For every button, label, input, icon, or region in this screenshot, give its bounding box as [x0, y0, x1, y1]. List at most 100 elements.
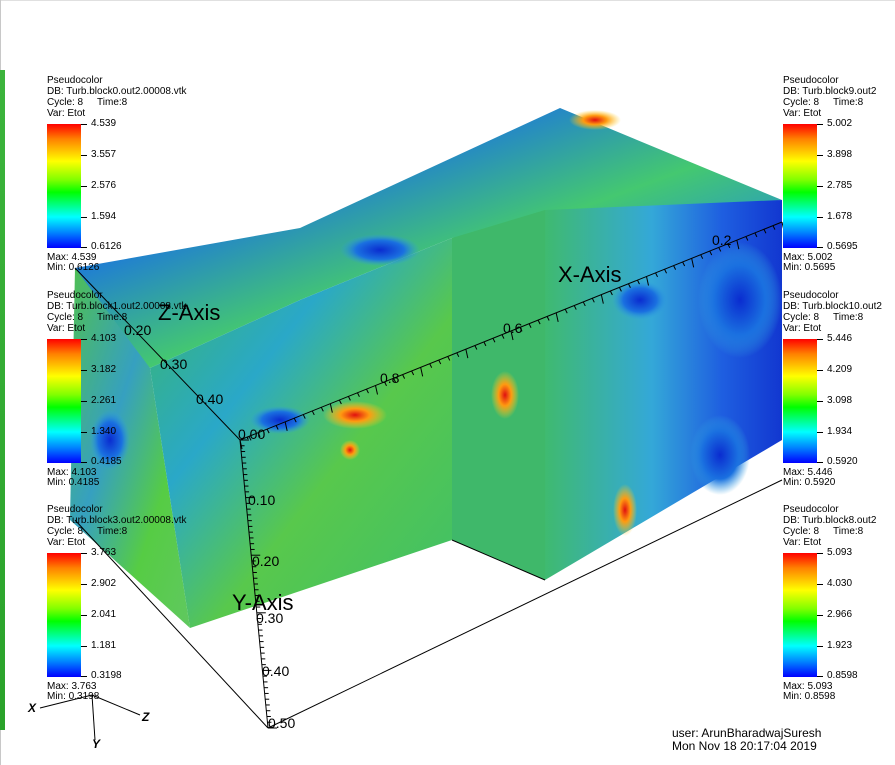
legend-cycle-time: Cycle: 8 Time:8	[783, 312, 895, 323]
y-tick-label: 0.20	[252, 553, 280, 569]
x-axis-tick	[591, 298, 595, 303]
colorbar-tick	[81, 676, 87, 677]
legend-var: Var: Etot	[783, 323, 822, 334]
legend-db: DB: Turb.block10.out2	[783, 301, 882, 312]
legend-var: Var: Etot	[47, 108, 86, 119]
legend-min: Min: 0.4185	[47, 477, 100, 488]
colorbar	[783, 124, 817, 248]
coldspot	[698, 242, 782, 358]
x-axis-tick	[329, 403, 333, 413]
x-axis-tick	[582, 301, 586, 307]
user-name: user: ArunBharadwajSuresh	[672, 726, 822, 740]
coldspot	[90, 410, 130, 470]
legend-time: Time:8	[97, 97, 128, 108]
x-axis-tick	[492, 338, 496, 343]
coldspot	[340, 234, 420, 266]
y-axis-title: Y-Axis	[232, 590, 294, 615]
x-axis-tick	[691, 258, 695, 268]
colorbar-legend-block1: Pseudocolor DB: Turb.block1.out2.00008.v…	[47, 290, 217, 490]
legend-max: Max: 5.446	[783, 467, 833, 478]
x-axis-tick	[465, 349, 469, 359]
colorbar-tick	[817, 186, 823, 187]
colorbar-tick	[817, 462, 823, 463]
colorbar-tick-label: 1.181	[91, 640, 117, 651]
colorbar-legend-block0: Pseudocolor DB: Turb.block0.out2.00008.v…	[47, 75, 217, 275]
x-axis-tick	[736, 240, 740, 250]
colorbar-tick-label: 5.002	[827, 118, 853, 129]
x-axis-tick	[664, 269, 668, 274]
user-info: user: ArunBharadwajSuresh Mon Nov 18 20:…	[672, 727, 821, 753]
colorbar-tick	[81, 553, 87, 554]
legend-var: Var: Etot	[47, 323, 86, 334]
colorbar	[47, 124, 81, 248]
hotspot	[613, 484, 637, 536]
legend-cycle: Cycle: 8	[47, 97, 84, 108]
x-axis-tick	[627, 283, 631, 288]
legend-max: Max: 4.103	[47, 467, 97, 478]
colorbar-tick-label: 1.678	[827, 211, 853, 222]
legend-var: Var: Etot	[47, 537, 86, 548]
legend-title: Pseudocolor	[783, 504, 839, 515]
legend-cycle-time: Cycle: 8 Time:8	[47, 312, 217, 323]
colorbar-tick	[817, 339, 823, 340]
x-axis-tick	[456, 352, 460, 358]
x-axis-tick	[347, 396, 351, 401]
x-axis-tick	[682, 261, 686, 267]
colorbar-tick	[81, 247, 87, 248]
colorbar	[47, 339, 81, 463]
colorbar-tick-label: 2.261	[91, 395, 117, 406]
x-axis-tick	[438, 359, 442, 365]
x-axis-tick	[537, 319, 541, 325]
colorbar-tick-label: 2.902	[91, 578, 117, 589]
legend-time: Time:8	[833, 97, 864, 108]
colorbar-tick	[817, 432, 823, 433]
colorbar-tick	[817, 584, 823, 585]
colorbar-tick-label: 1.594	[91, 211, 117, 222]
x-axis-tick	[284, 421, 288, 431]
colorbar	[47, 553, 81, 677]
hotspot	[569, 110, 621, 130]
legend-title: Pseudocolor	[47, 75, 103, 86]
x-axis-tick	[474, 345, 478, 350]
x-axis-tick	[402, 374, 406, 379]
colorbar-tick-label: 1.934	[827, 426, 853, 437]
hotspot	[323, 401, 387, 429]
x-axis-tick	[320, 407, 324, 412]
colorbar-legend-block8: Pseudocolor DB: Turb.block8.out2 Cycle: …	[783, 504, 895, 704]
x-axis-tick	[673, 265, 677, 270]
x-axis-tick	[411, 370, 415, 376]
colorbar-tick	[817, 247, 823, 248]
legend-db: DB: Turb.block3.out2.00008.vtk	[47, 515, 187, 526]
colorbar-tick-label: 4.209	[827, 364, 853, 375]
x-axis-tick	[772, 225, 776, 230]
window-top-border	[0, 0, 895, 1]
x-axis-tick	[483, 341, 487, 347]
x-axis-tick	[266, 428, 270, 434]
colorbar-tick-label: 2.785	[827, 180, 853, 191]
colorbar-tick-label: 5.446	[827, 333, 853, 344]
hotspot	[491, 371, 519, 419]
x-tick-label: 0.8	[380, 370, 400, 386]
z-axis-title: Z-Axis	[158, 300, 221, 325]
x-axis-ticks	[239, 221, 785, 450]
x-axis-tick	[239, 439, 243, 450]
colorbar-tick-label: 1.340	[91, 426, 117, 437]
x-axis-tick	[519, 327, 523, 332]
colorbar	[783, 339, 817, 463]
legend-min: Min: 0.8598	[783, 691, 836, 702]
legend-max: Max: 5.093	[783, 681, 833, 692]
z-tick-label: 0.20	[124, 322, 152, 338]
x-axis-tick	[293, 417, 297, 423]
coldspot	[250, 406, 310, 434]
x-axis-tick	[528, 323, 532, 328]
colorbar-tick-label: 0.5920	[827, 456, 858, 467]
x-axis-tick	[718, 247, 722, 252]
legend-min: Min: 0.6126	[47, 262, 100, 273]
x-axis-tick	[745, 236, 749, 241]
legend-var: Var: Etot	[783, 108, 822, 119]
colorbar-legend-block10: Pseudocolor DB: Turb.block10.out2 Cycle:…	[783, 290, 895, 490]
colorbar-tick-label: 4.030	[827, 578, 853, 589]
colorbar-tick	[817, 615, 823, 616]
legend-db: DB: Turb.block9.out2	[783, 86, 877, 97]
